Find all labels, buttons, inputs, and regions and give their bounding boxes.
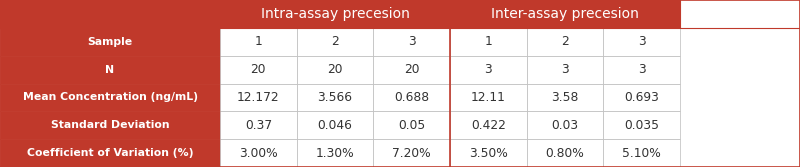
Bar [450,139,526,167]
Text: 3: 3 [638,35,646,48]
Text: 1: 1 [484,35,492,48]
Bar [220,111,297,139]
Text: N: N [106,65,114,75]
Text: Intra-assay precesion: Intra-assay precesion [261,7,410,21]
Bar [0,111,220,139]
Text: 1.30%: 1.30% [316,147,354,160]
Text: 3.00%: 3.00% [239,147,278,160]
Bar [450,28,526,56]
Text: 0.046: 0.046 [318,119,352,132]
Text: Mean Concentration (ng/mL): Mean Concentration (ng/mL) [22,92,198,102]
Text: 0.035: 0.035 [624,119,659,132]
Bar [297,28,374,56]
Bar [0,139,220,167]
Text: 3.58: 3.58 [551,91,578,104]
Bar [603,139,680,167]
Bar [526,56,603,84]
Bar [297,84,374,111]
Text: 0.422: 0.422 [471,119,506,132]
Text: 20: 20 [404,63,419,76]
Text: 5.10%: 5.10% [622,147,661,160]
Bar [526,28,603,56]
Bar [526,139,603,167]
Bar [526,84,603,111]
Text: 3.50%: 3.50% [469,147,508,160]
Bar [603,84,680,111]
Bar [603,56,680,84]
Text: 0.80%: 0.80% [546,147,584,160]
Bar [374,111,450,139]
Bar [603,28,680,56]
Bar [0,0,220,28]
Text: Standard Deviation: Standard Deviation [50,120,170,130]
Text: 2: 2 [331,35,339,48]
Bar [0,56,220,84]
Text: 3.566: 3.566 [318,91,353,104]
Bar [603,111,680,139]
Text: 7.20%: 7.20% [392,147,431,160]
Bar [297,56,374,84]
Bar [374,28,450,56]
Text: 20: 20 [250,63,266,76]
Text: 0.03: 0.03 [551,119,578,132]
Text: 2: 2 [561,35,569,48]
Bar [374,84,450,111]
Bar [220,56,297,84]
Text: 3: 3 [561,63,569,76]
Text: 0.37: 0.37 [245,119,272,132]
Bar [297,139,374,167]
Bar [220,0,450,28]
Text: 3: 3 [638,63,646,76]
Text: 0.688: 0.688 [394,91,429,104]
Bar [450,111,526,139]
Text: 0.693: 0.693 [624,91,659,104]
Bar [374,56,450,84]
Text: 3: 3 [408,35,415,48]
Text: Sample: Sample [87,37,133,47]
Bar [220,28,297,56]
Text: Inter-assay precesion: Inter-assay precesion [491,7,639,21]
Text: 12.11: 12.11 [471,91,506,104]
Bar [450,84,526,111]
Bar [374,139,450,167]
Bar [220,84,297,111]
Bar [0,28,220,56]
Text: 1: 1 [254,35,262,48]
Bar [450,56,526,84]
Text: Coefficient of Variation (%): Coefficient of Variation (%) [26,148,194,158]
Text: 3: 3 [484,63,492,76]
Bar [297,111,374,139]
Text: 0.05: 0.05 [398,119,426,132]
Bar [220,139,297,167]
Bar [0,84,220,111]
Text: 20: 20 [327,63,342,76]
Bar [526,111,603,139]
Text: 12.172: 12.172 [237,91,280,104]
Bar [450,0,680,28]
